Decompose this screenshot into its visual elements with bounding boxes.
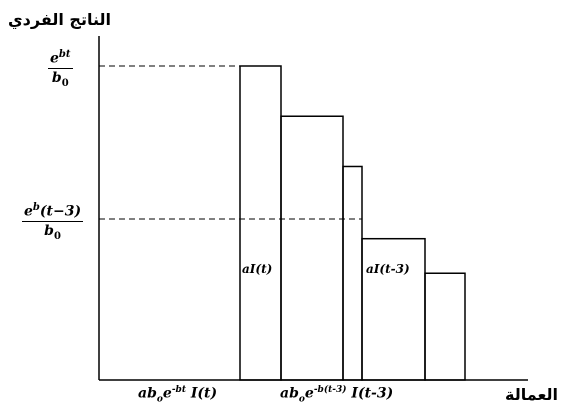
y-label-mid: eb(t−3) b0 <box>22 199 84 245</box>
y-top-exp: bt <box>58 49 71 60</box>
step-bar-3 <box>342 165 363 381</box>
step-bar-4 <box>361 237 426 381</box>
step-bar-2 <box>280 115 344 381</box>
bar-label-t: aI(t) <box>242 262 273 276</box>
step-bar-1 <box>239 65 282 381</box>
x-axis-title: العمالة <box>505 385 558 404</box>
y-label-top: ebt b0 <box>48 46 73 92</box>
x-label-1: aboe-bt I(t) <box>138 385 218 405</box>
step-bar-5 <box>424 272 466 381</box>
y-axis-title: الناتج الفردي <box>8 10 111 29</box>
x-label-2: aboe-b(t-3) I(t-3) <box>280 385 394 405</box>
step-bars <box>239 65 466 381</box>
bar-label-t3: aI(t-3) <box>366 262 410 276</box>
